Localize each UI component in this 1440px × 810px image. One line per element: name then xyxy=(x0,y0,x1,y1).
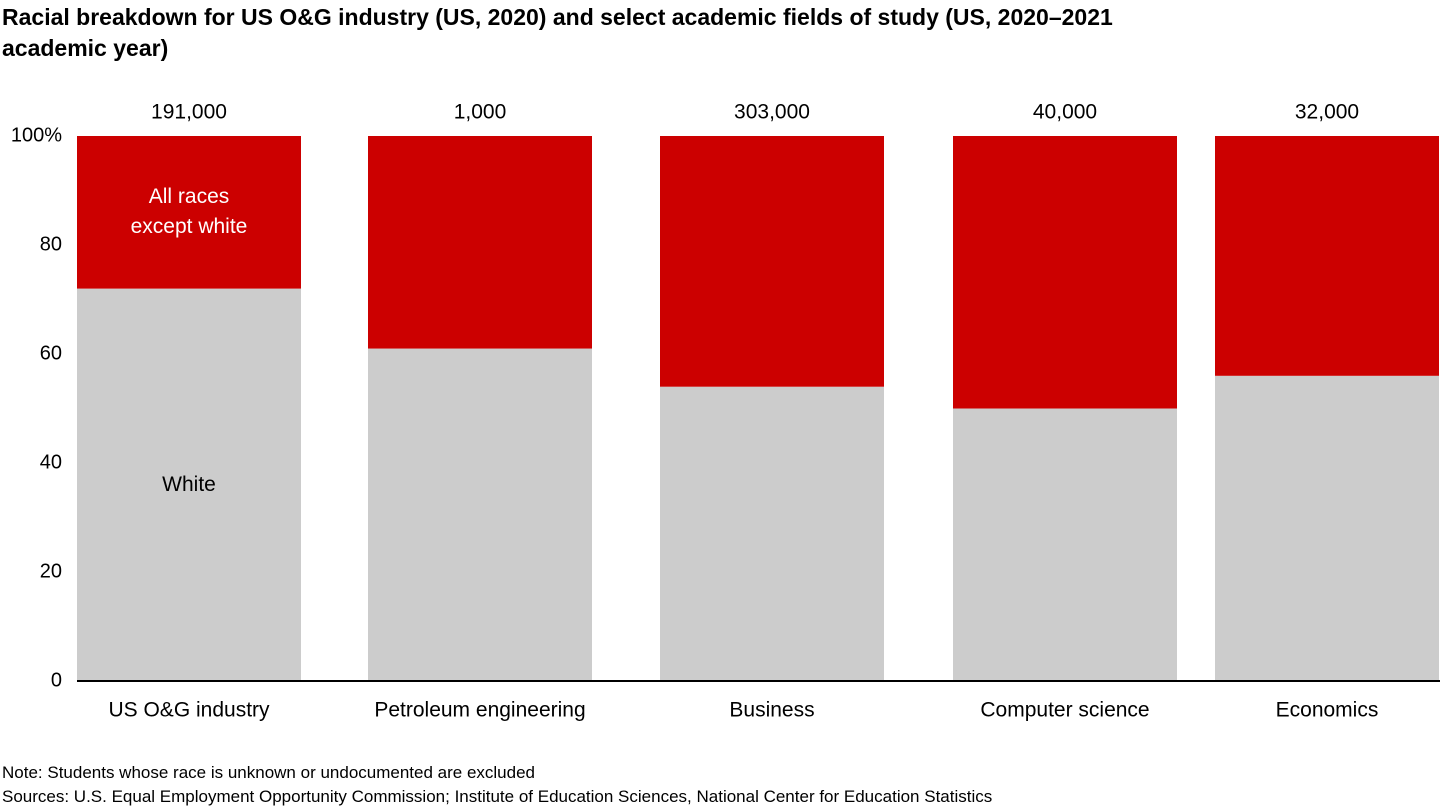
x-tick-label: US O&G industry xyxy=(108,699,270,722)
bar-segment xyxy=(953,136,1177,409)
total-label: 32,000 xyxy=(1295,101,1359,124)
total-label: 303,000 xyxy=(734,101,810,124)
sources: Sources: U.S. Equal Employment Opportuni… xyxy=(2,787,993,806)
bar-segment xyxy=(660,136,884,387)
bar-segment xyxy=(953,408,1177,681)
total-label: 191,000 xyxy=(151,101,227,124)
y-tick-label: 20 xyxy=(40,560,62,582)
x-tick-label: Economics xyxy=(1276,699,1379,722)
bar-segment xyxy=(77,136,301,289)
x-tick-label: Computer science xyxy=(980,699,1149,722)
y-tick-label: 60 xyxy=(40,342,62,364)
total-label: 1,000 xyxy=(454,101,507,124)
y-tick-label: 40 xyxy=(40,451,62,473)
y-tick-label: 80 xyxy=(40,233,62,255)
x-tick-label: Petroleum engineering xyxy=(374,699,585,722)
bar-segment xyxy=(1215,375,1439,681)
bar-segment xyxy=(77,288,301,681)
note: Note: Students whose race is unknown or … xyxy=(2,763,535,782)
x-tick-label: Business xyxy=(729,699,814,722)
y-tick-label: 0 xyxy=(51,669,62,691)
y-tick-label: 100% xyxy=(11,124,62,146)
bar-segment xyxy=(368,136,592,349)
series-label: White xyxy=(162,472,216,496)
series-label: All races except white xyxy=(130,185,248,239)
bar-segment xyxy=(368,348,592,681)
bar-segment xyxy=(1215,136,1439,376)
total-label: 40,000 xyxy=(1033,101,1097,124)
chart-title: Racial breakdown for US O&G industry (US… xyxy=(2,4,1113,61)
bar-segment xyxy=(660,386,884,681)
